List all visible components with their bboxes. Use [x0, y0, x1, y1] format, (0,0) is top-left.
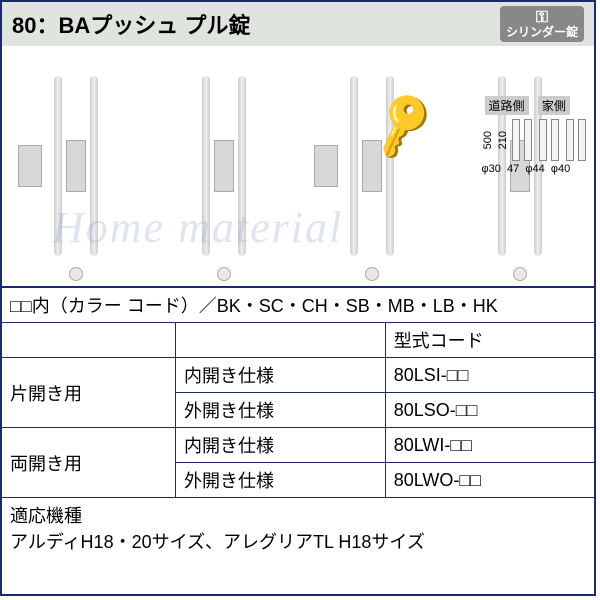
product-spec-frame: 80：BAプッシュ プル錠 ⚿ シリンダー錠 🔑 [0, 0, 596, 596]
compatible-text: アルディH18・20サイズ、アレグリアTL H18サイズ [10, 528, 586, 554]
spec-cell: 内開き仕様 [175, 428, 385, 463]
house-side-label: 家側 [538, 96, 570, 115]
badge-label: シリンダー錠 [506, 26, 578, 38]
code-cell: 80LWO-□□ [385, 463, 594, 498]
handle-set-2 [194, 76, 254, 256]
header-bar: 80：BAプッシュ プル錠 ⚿ シリンダー錠 [2, 2, 594, 46]
handle-set-1 [46, 76, 106, 256]
product-illustration: 🔑 道路側 家側 500 210 [2, 46, 594, 286]
color-code-row: □□内（カラー コード）／BK・SC・CH・SB・MB・LB・HK [2, 287, 594, 323]
product-title: 80：BAプッシュ プル錠 [12, 8, 250, 40]
group-single: 片開き用 [2, 358, 175, 428]
table-row: 片開き用 内開き仕様 80LSI-□□ [2, 358, 594, 393]
cylinder-lock-badge: ⚿ シリンダー錠 [500, 6, 584, 42]
spec-cell: 外開き仕様 [175, 393, 385, 428]
code-cell: 80LSI-□□ [385, 358, 594, 393]
dim-210: 210 [497, 131, 509, 149]
key-icon: ⚿ [536, 10, 548, 26]
code-cell: 80LSO-□□ [385, 393, 594, 428]
dim-500: 500 [482, 131, 494, 149]
dim-47: 47 [507, 163, 519, 175]
spec-cell: 内開き仕様 [175, 358, 385, 393]
group-double: 両開き用 [2, 428, 175, 498]
dim-d30: φ30 [482, 163, 501, 175]
spec-cell: 外開き仕様 [175, 463, 385, 498]
table-row: 両開き用 内開き仕様 80LWI-□□ [2, 428, 594, 463]
code-cell: 80LWI-□□ [385, 428, 594, 463]
dim-d40: φ40 [551, 163, 570, 175]
dimension-diagram: 道路側 家側 500 210 φ [482, 96, 589, 176]
compatible-label: 適応機種 [10, 502, 586, 528]
compatible-row: 適応機種 アルディH18・20サイズ、アレグリアTL H18サイズ [2, 498, 594, 559]
road-side-label: 道路側 [485, 96, 529, 115]
model-header: 型式コード [385, 323, 594, 358]
model-header-row: 型式コード [2, 323, 594, 358]
color-code-text: □□内（カラー コード）／BK・SC・CH・SB・MB・LB・HK [2, 287, 594, 323]
dim-d44: φ44 [525, 163, 544, 175]
spec-table: □□内（カラー コード）／BK・SC・CH・SB・MB・LB・HK 型式コード … [2, 286, 594, 558]
